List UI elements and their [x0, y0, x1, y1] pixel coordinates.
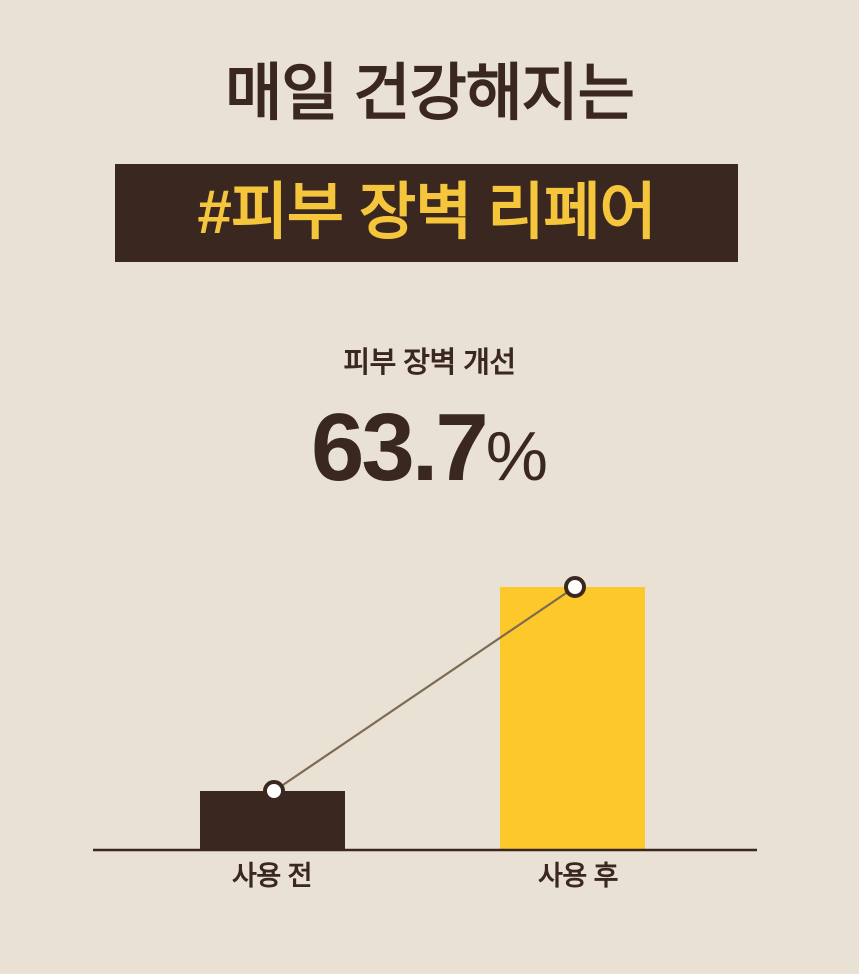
bar-after	[500, 587, 645, 849]
highlight-banner: #피부 장벽 리페어	[115, 164, 738, 262]
bar-chart-svg: 사용 전 사용 후	[93, 576, 757, 891]
stat-number: 63.7	[310, 394, 489, 501]
bar-chart: 사용 전 사용 후	[0, 540, 859, 930]
page-headline: 매일 건강해지는	[225, 59, 635, 128]
marker-after	[564, 576, 586, 598]
x-tick-label-before: 사용 전	[232, 861, 312, 891]
stat-unit: %	[485, 417, 549, 495]
trend-connector-line	[273, 586, 576, 792]
marker-before	[263, 780, 285, 802]
stat-label: 피부 장벽 개선	[343, 347, 516, 379]
stat-value: 63.7%	[0, 396, 859, 508]
x-tick-label-after: 사용 후	[538, 861, 618, 891]
highlight-banner-text: #피부 장벽 리페어	[197, 178, 656, 247]
